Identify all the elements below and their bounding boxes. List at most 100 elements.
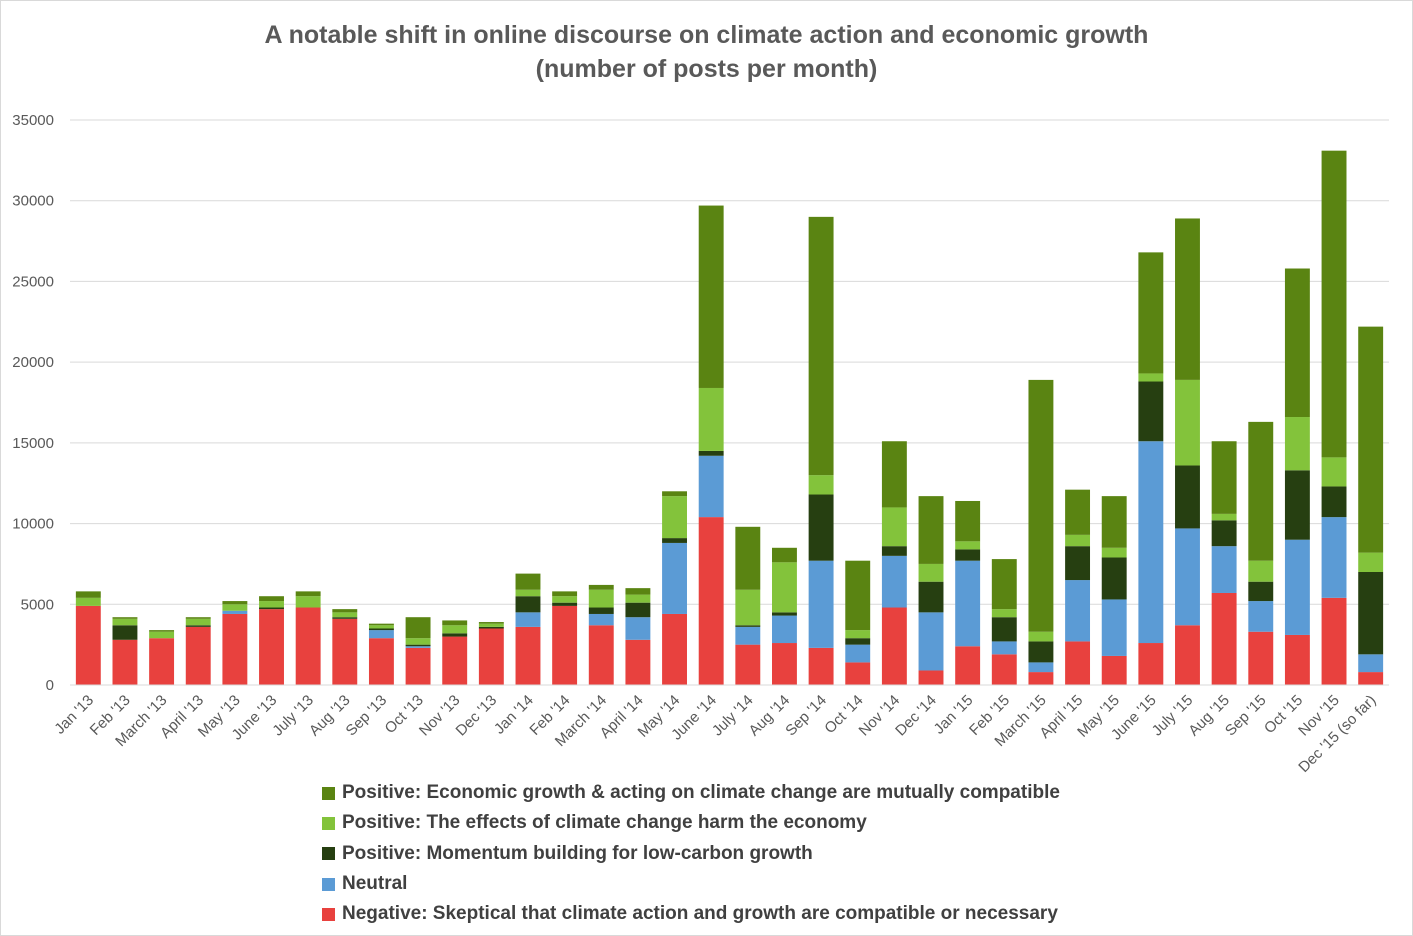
bar-segment: [1211, 441, 1237, 514]
y-tick-label: 5000: [21, 596, 54, 613]
bar-segment: [1248, 631, 1274, 685]
bar-segment: [185, 618, 211, 626]
bar-segment: [259, 607, 284, 610]
bar-segment: [295, 596, 321, 608]
bar-segment: [1284, 470, 1310, 540]
bar-segment: [845, 638, 871, 645]
bar-segment: [1358, 326, 1384, 553]
bar-segment: [808, 560, 834, 648]
bar-segment: [332, 609, 358, 613]
bar-segment: [588, 607, 614, 614]
bar-segment: [1358, 552, 1384, 572]
bar-segment: [405, 617, 431, 639]
legend-entry: Neutral: [322, 869, 1060, 899]
bar-segment: [552, 605, 578, 685]
legend-entry: Negative: Skeptical that climate action …: [322, 899, 1060, 929]
bar-segment: [991, 609, 1017, 618]
bar-segment: [75, 591, 101, 598]
bar-segment: [808, 216, 834, 476]
chart-subtitle: (number of posts per month): [535, 55, 878, 83]
bar-segment: [955, 541, 981, 550]
bar-segment: [405, 644, 431, 647]
legend-swatch: [322, 907, 335, 921]
bar-segment: [332, 618, 358, 685]
bar-segment: [1284, 634, 1310, 685]
bar-segment: [368, 630, 394, 639]
bar-segment: [185, 626, 211, 685]
bar-segment: [552, 596, 578, 603]
bar-segment: [149, 631, 175, 639]
bar-segment: [991, 617, 1017, 642]
bar-segment: [405, 646, 431, 648]
bar-segment: [1321, 486, 1347, 518]
bar-segment: [625, 594, 651, 603]
bar-segment: [1284, 539, 1310, 635]
bar-segment: [75, 605, 101, 685]
bar-segment: [625, 617, 651, 640]
bar-segment: [405, 647, 431, 685]
bar-segment: [955, 560, 981, 647]
bar-segment: [991, 559, 1017, 610]
x-tick-label: Dec '14: [892, 692, 940, 740]
bar-segment: [1175, 528, 1200, 626]
bar-segment: [515, 596, 541, 613]
bar-segment: [1175, 379, 1200, 466]
bar-segment: [918, 563, 944, 582]
bar-segment: [149, 638, 175, 685]
bar-segment: [515, 612, 541, 627]
bar-segment: [478, 622, 504, 624]
legend-label: Negative: Skeptical that climate action …: [342, 903, 1058, 925]
bar-segment: [368, 628, 394, 631]
legend-entry: Positive: Momentum building for low-carb…: [322, 839, 1060, 869]
bar-segment: [1211, 520, 1237, 547]
x-tick-label: Sep '15: [1222, 692, 1270, 740]
bar-segment: [515, 589, 541, 597]
chart-title: A notable shift in online discourse on c…: [264, 21, 1149, 49]
y-tick-label: 0: [46, 677, 54, 694]
bar-segment: [1248, 560, 1274, 582]
bar-segment: [845, 560, 871, 631]
y-axis-ticks: 0 5000 10000 15000 20000 25000 30000 35000: [12, 112, 54, 694]
bar-segment: [552, 602, 578, 606]
bar-segment: [1101, 557, 1127, 600]
bar-segment: [918, 581, 944, 613]
bar-segment: [1211, 513, 1237, 521]
bar-segment: [1065, 546, 1091, 581]
legend-swatch: [322, 877, 335, 891]
bar-segment: [1101, 547, 1127, 558]
bar-segment: [1138, 373, 1164, 382]
bar-segment: [625, 639, 651, 685]
bar-segment: [1284, 417, 1310, 471]
bar-segment: [368, 623, 394, 626]
bar-segment: [222, 610, 248, 614]
bar-segment: [1358, 672, 1384, 685]
bar-segment: [1138, 643, 1164, 685]
bar-segment: [1065, 580, 1091, 642]
bar-segment: [625, 602, 651, 618]
legend-swatch: [322, 816, 335, 830]
bar-segment: [1321, 150, 1347, 458]
bar-segment: [698, 450, 724, 456]
bar-segment: [332, 612, 358, 618]
bar-segment: [112, 639, 138, 685]
bar-segment: [1065, 534, 1091, 547]
bar-segment: [1175, 465, 1200, 529]
bar-segment: [1028, 672, 1054, 685]
bar-segment: [112, 625, 138, 640]
legend: Positive: Economic growth & acting on cl…: [322, 778, 1060, 929]
bar-segment: [442, 625, 468, 634]
bar-segment: [185, 617, 211, 619]
bar-segment: [1028, 631, 1054, 642]
bar-segment: [259, 609, 284, 685]
y-tick-label: 20000: [12, 354, 54, 371]
legend-label: Positive: Economic growth & acting on cl…: [342, 782, 1060, 804]
bar-segment: [955, 646, 981, 685]
bar-segment: [259, 596, 284, 602]
bar-segment: [918, 496, 944, 564]
bar-segment: [1248, 421, 1274, 561]
bar-segment: [735, 626, 761, 645]
bar-segment: [588, 584, 614, 590]
bar-segment: [1358, 654, 1384, 673]
